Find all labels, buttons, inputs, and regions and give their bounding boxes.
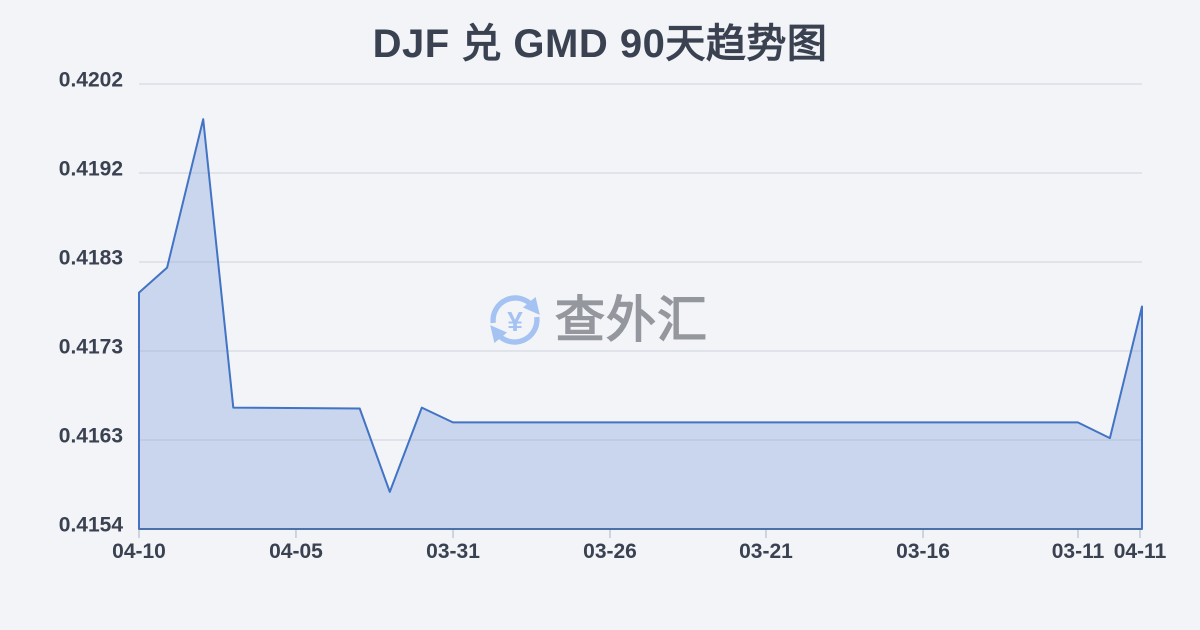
x-tick-label: 04-11 (1114, 540, 1167, 563)
x-tick-label: 03-16 (896, 540, 950, 563)
x-tick-label: 03-31 (426, 540, 480, 563)
x-tick-label: 04-05 (269, 540, 323, 563)
trend-area-fill (139, 119, 1142, 529)
trend-line (138, 118, 1143, 530)
y-tick-label: 0.4202 (59, 69, 123, 92)
y-tick-label: 0.4154 (59, 514, 124, 537)
y-tick-label: 0.4192 (59, 158, 123, 181)
y-tick-label: 0.4163 (59, 425, 123, 448)
x-tick-label: 03-26 (583, 540, 637, 563)
x-tick-label: 03-21 (739, 540, 793, 563)
y-tick-label: 0.4173 (59, 336, 123, 359)
x-tick-label: 03-11 (1052, 540, 1105, 563)
chart-title: DJF 兑 GMD 90天趋势图 (372, 22, 828, 66)
x-tick-label: 04-10 (112, 540, 166, 563)
y-tick-label: 0.4183 (59, 247, 123, 270)
